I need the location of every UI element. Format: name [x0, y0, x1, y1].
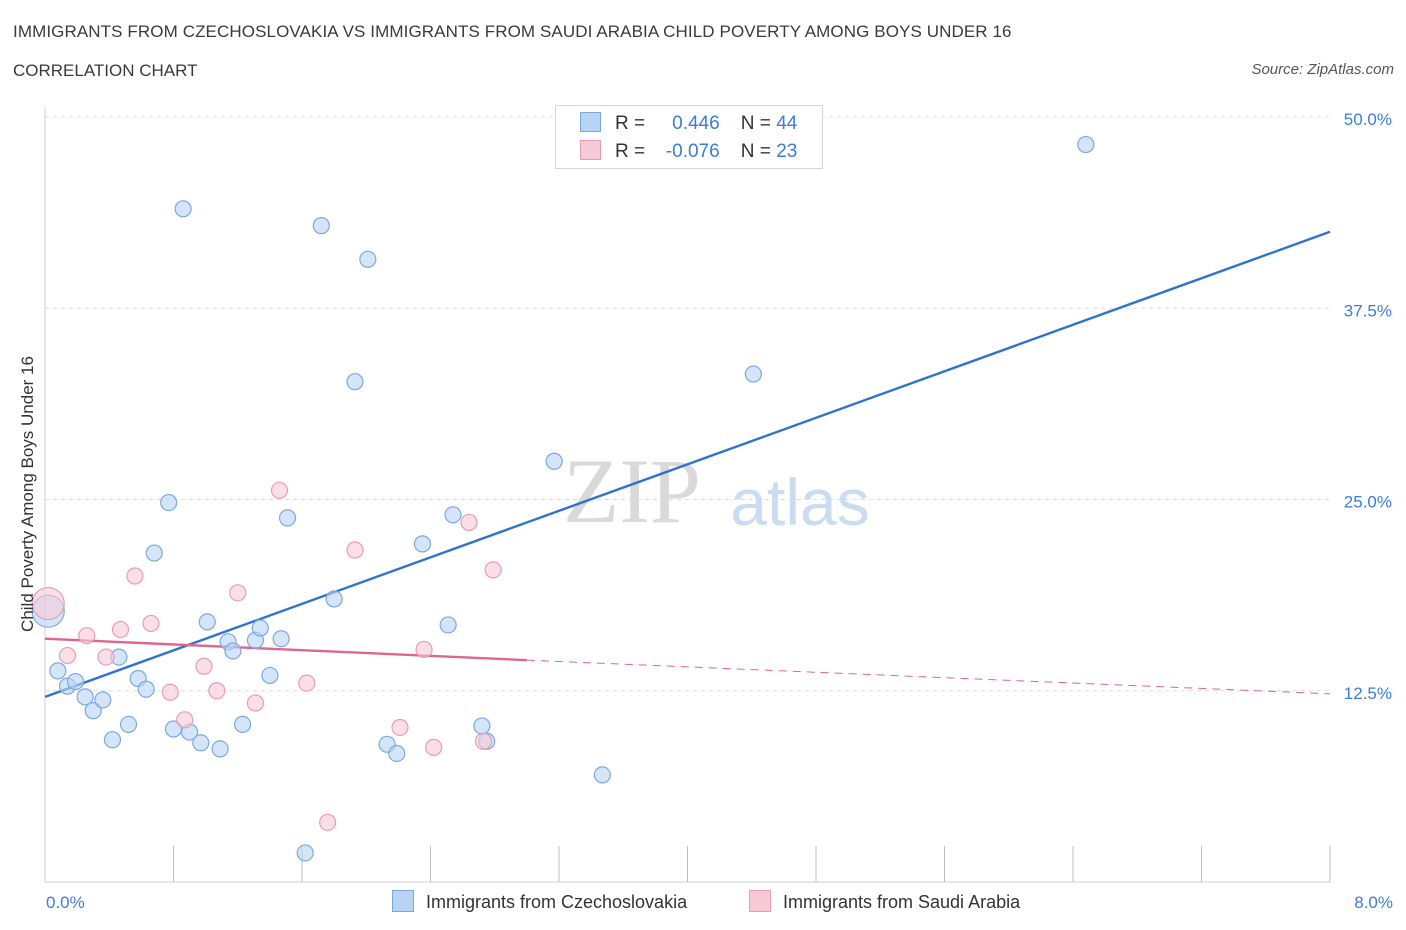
point-saudi-arabia: [229, 584, 247, 602]
point-saudi-arabia: [474, 732, 493, 750]
point-saudi-arabia: [126, 567, 144, 585]
point-czechoslovakia: [296, 844, 314, 862]
trend-lines: [44, 230, 1331, 698]
point-saudi-arabia: [111, 620, 130, 639]
point-czechoslovakia: [145, 544, 163, 562]
watermark: ZIP atlas: [563, 440, 870, 542]
point-czechoslovakia: [251, 619, 269, 637]
point-saudi-arabia: [161, 683, 179, 701]
y-tick-label: 25.0%: [1344, 493, 1392, 512]
point-saudi-arabia: [246, 694, 265, 712]
legend-r-value: -0.076: [665, 141, 720, 162]
legend-r-label: R =: [615, 141, 646, 162]
x-tick-label: 8.0%: [1354, 893, 1393, 912]
chart-subtitle: CORRELATION CHART: [13, 61, 198, 80]
point-czechoslovakia: [312, 217, 330, 235]
bottom-legend-czechoslovakia: Immigrants from Czechoslovakia: [392, 890, 687, 913]
point-saudi-arabia: [415, 640, 433, 659]
point-czechoslovakia: [359, 250, 377, 268]
legend-n-label: N =: [740, 141, 771, 162]
point-czechoslovakia: [49, 662, 67, 680]
point-czechoslovakia: [439, 616, 457, 634]
legend-swatch-blue: [392, 890, 414, 912]
point-czechoslovakia: [278, 509, 297, 527]
point-czechoslovakia: [103, 731, 122, 749]
legend-n-label: N =: [740, 113, 771, 134]
point-saudi-arabia: [270, 481, 289, 499]
legend-row-saudi-arabia: R = -0.076 N = 23: [580, 140, 797, 163]
legend-n-value: 44: [776, 113, 798, 134]
point-saudi-arabia: [78, 627, 96, 645]
point-czechoslovakia: [224, 642, 242, 660]
point-czechoslovakia: [233, 715, 252, 734]
point-czechoslovakia: [137, 680, 155, 698]
point-czechoslovakia: [744, 365, 762, 383]
point-saudi-arabia: [58, 646, 77, 665]
y-axis-label: Child Poverty Among Boys Under 16: [18, 356, 37, 632]
point-czechoslovakia: [444, 506, 462, 524]
legend-label: Immigrants from Czechoslovakia: [426, 892, 688, 912]
point-saudi-arabia: [460, 513, 478, 532]
point-czechoslovakia: [413, 535, 432, 553]
correlation-legend: R = 0.446 N = 44 R = -0.076 N = 23: [555, 105, 823, 169]
point-czechoslovakia: [192, 734, 210, 752]
legend-label: Immigrants from Saudi Arabia: [783, 892, 1021, 912]
point-czechoslovakia: [119, 715, 138, 734]
point-czechoslovakia: [1077, 135, 1095, 154]
point-saudi-arabia: [208, 682, 226, 700]
legend-row-czechoslovakia: R = 0.446 N = 44: [580, 112, 797, 135]
point-czechoslovakia: [272, 630, 290, 648]
legend-swatch-pink: [580, 140, 601, 160]
point-saudi-arabia: [346, 541, 364, 559]
point-czechoslovakia: [160, 493, 178, 512]
point-czechoslovakia: [325, 590, 343, 608]
trend-line-saudi-arabia: [44, 637, 527, 662]
point-saudi-arabia: [97, 648, 115, 666]
point-saudi-arabia: [425, 738, 443, 756]
watermark-atlas: atlas: [730, 465, 869, 539]
y-tick-label: 50.0%: [1344, 110, 1392, 129]
point-czechoslovakia: [174, 200, 192, 218]
x-tick-label: 0.0%: [46, 893, 85, 912]
point-czechoslovakia: [211, 740, 229, 758]
point-czechoslovakia: [198, 613, 216, 631]
point-saudi-arabia: [391, 718, 409, 737]
point-saudi-arabia: [31, 586, 65, 621]
legend-r-label: R =: [615, 113, 646, 134]
point-saudi-arabia: [176, 711, 194, 729]
point-czechoslovakia: [261, 666, 279, 685]
trend-line-saudi-arabia: [526, 659, 1331, 695]
point-czechoslovakia: [346, 373, 364, 391]
point-czechoslovakia: [66, 672, 85, 691]
axis-labels: 12.5% 25.0% 37.5% 50.0% 0.0% 8.0%: [46, 110, 1393, 912]
point-saudi-arabia: [142, 614, 160, 633]
legend-n-value: 23: [776, 141, 798, 162]
legend-r-value: 0.446: [672, 113, 720, 134]
legend-swatch-pink: [749, 890, 771, 912]
point-saudi-arabia: [319, 813, 337, 831]
bottom-legend-saudi-arabia: Immigrants from Saudi Arabia: [749, 890, 1020, 913]
y-tick-label: 12.5%: [1344, 684, 1392, 703]
grid-lines: [45, 116, 1330, 692]
point-czechoslovakia: [84, 702, 102, 720]
watermark-zip: ZIP: [563, 440, 701, 542]
axes: [44, 107, 1331, 883]
trend-line-czechoslovakia: [44, 230, 1331, 698]
point-saudi-arabia: [298, 674, 316, 692]
point-saudi-arabia: [195, 657, 213, 675]
y-tick-label: 37.5%: [1344, 301, 1392, 320]
point-czechoslovakia: [388, 744, 406, 763]
point-czechoslovakia: [76, 688, 94, 706]
legend-swatch-blue: [580, 112, 601, 132]
data-points: [31, 135, 1095, 862]
point-saudi-arabia: [484, 561, 502, 579]
chart-title: IMMIGRANTS FROM CZECHOSLOVAKIA VS IMMIGR…: [13, 22, 1012, 41]
source-credit: Source: ZipAtlas.com: [1251, 61, 1394, 78]
point-czechoslovakia: [94, 691, 112, 709]
point-czechoslovakia: [164, 720, 183, 738]
point-czechoslovakia: [545, 452, 563, 470]
point-czechoslovakia: [473, 717, 491, 735]
point-czechoslovakia: [593, 766, 611, 784]
